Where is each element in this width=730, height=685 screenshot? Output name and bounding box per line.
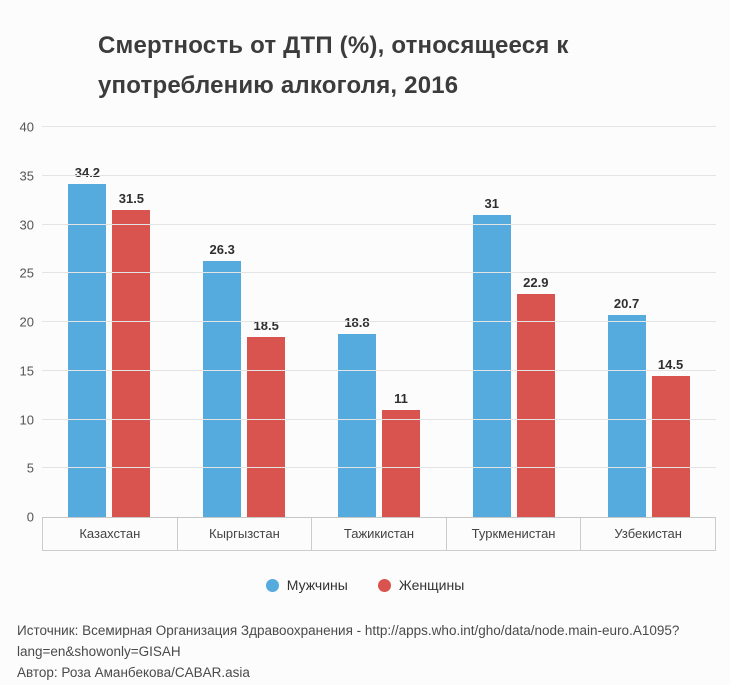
- chart-title: Смертность от ДТП (%), относящееся к упо…: [98, 32, 569, 99]
- bar-column-men: 18.8: [337, 127, 376, 518]
- bar-column-women: 11: [381, 127, 420, 518]
- y-tick-label: 0: [26, 509, 34, 525]
- bar-chart: 0 5 10 15 20 25 30 35 40 34.2 31.5 26.3 18.5 18.8 11 3…: [14, 120, 716, 525]
- category-label: Узбекистан: [580, 518, 716, 551]
- bar-women: [247, 336, 286, 518]
- legend-item-women: Женщины: [377, 577, 465, 594]
- bar-value-label: 34.2: [74, 164, 101, 180]
- category-label: Кыргызстан: [176, 518, 312, 551]
- y-tick-label: 25: [19, 265, 34, 281]
- bar-value-label: 14.5: [657, 356, 684, 372]
- y-tick-label: 5: [26, 460, 34, 476]
- bar-column-women: 31.5: [112, 127, 151, 518]
- bar-women: [516, 293, 555, 518]
- bar-value-label: 18.8: [344, 314, 370, 330]
- gridline: [42, 126, 716, 128]
- bar-men: [337, 333, 376, 518]
- gridline: [42, 418, 716, 420]
- bar-group: 18.8 11: [312, 127, 447, 518]
- y-axis: 0 5 10 15 20 25 30 35 40: [14, 120, 42, 525]
- bar-women: [112, 210, 151, 518]
- bar-column-women: 14.5: [651, 127, 690, 518]
- y-tick-label: 20: [19, 314, 34, 330]
- bar-value-label: 22.9: [523, 274, 549, 290]
- bar-group: 34.2 31.5: [42, 127, 177, 518]
- bar-groups: 34.2 31.5 26.3 18.5 18.8 11 31 22.9 20.7 14.5: [42, 127, 716, 518]
- gridline: [42, 467, 716, 469]
- gridline: [42, 174, 716, 176]
- y-tick-label: 15: [19, 363, 34, 379]
- bar-column-men: 26.3: [203, 127, 242, 518]
- bar-column-men: 34.2: [68, 127, 107, 518]
- legend-label: Мужчины: [286, 577, 348, 594]
- x-axis: Казахстан Кыргызстан Тажикистан Туркмениста…: [42, 518, 716, 552]
- gridline: [42, 321, 716, 323]
- plot-area: 34.2 31.5 26.3 18.5 18.8 11 31 22.9 20.7 14.5: [42, 126, 716, 519]
- bar-value-label: 18.5: [253, 317, 279, 333]
- bar-column-women: 22.9: [516, 127, 555, 518]
- bar-women: [651, 375, 690, 518]
- author-line: Автор: Роза Аманбекова/CABAR.asia: [17, 665, 250, 681]
- source-line: Источник: Всемирная Организация Здравоох…: [17, 623, 680, 660]
- source-note: Источник: Всемирная Организация Здравоох…: [17, 621, 710, 684]
- legend-swatch-icon: [265, 578, 279, 592]
- legend-label: Женщины: [398, 577, 465, 594]
- bar-group: 26.3 18.5: [177, 127, 312, 518]
- bar-value-label: 31.5: [118, 191, 145, 207]
- y-tick-label: 40: [19, 119, 34, 135]
- bar-value-label: 26.3: [209, 241, 235, 257]
- bar-men: [472, 214, 511, 518]
- bar-women: [381, 409, 420, 518]
- bar-value-label: 31: [484, 195, 500, 211]
- bar-men: [607, 315, 646, 518]
- y-tick-label: 30: [19, 217, 34, 233]
- bar-column-men: 20.7: [607, 127, 646, 518]
- category-label: Казахстан: [42, 518, 177, 551]
- gridline: [42, 223, 716, 225]
- y-tick-label: 10: [19, 412, 34, 428]
- legend-item-men: Мужчины: [265, 577, 348, 594]
- bar-value-label: 20.7: [613, 296, 640, 312]
- category-label: Туркменистан: [445, 518, 581, 551]
- legend: Мужчины Женщины: [0, 577, 730, 593]
- bar-column-men: 31: [472, 127, 511, 518]
- category-label: Тажикистан: [311, 518, 446, 551]
- y-tick-label: 35: [19, 168, 34, 184]
- bar-group: 20.7 14.5: [581, 127, 716, 518]
- bar-value-label: 11: [394, 390, 408, 406]
- bar-men: [68, 183, 107, 518]
- bar-column-women: 18.5: [247, 127, 286, 518]
- gridline: [42, 369, 716, 371]
- bar-men: [203, 260, 242, 518]
- gridline: [42, 272, 716, 274]
- bar-group: 31 22.9: [446, 127, 581, 518]
- legend-swatch-icon: [377, 578, 391, 592]
